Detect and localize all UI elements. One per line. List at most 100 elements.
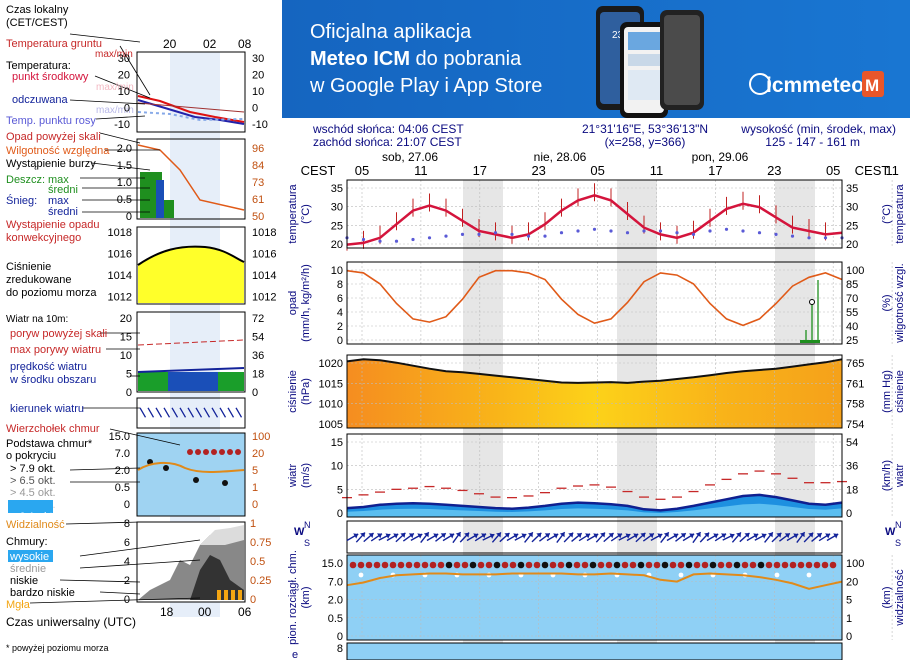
wind-arrow <box>378 533 391 541</box>
logo-badge: M <box>865 76 879 95</box>
legend-cover-tick-right: 1 <box>250 518 256 530</box>
legend-clouds: Chmury: <box>6 536 48 548</box>
tz-left: CEST <box>301 163 336 178</box>
legend-pressure-3: do poziomu morza <box>6 287 97 299</box>
legend-pressure-tick-left: 1014 <box>108 270 132 282</box>
legend-cloud-tick-right: 20 <box>252 448 264 460</box>
wind-tick-left: 5 <box>337 484 343 496</box>
dew-point <box>609 229 613 233</box>
cloud-panel <box>346 554 843 641</box>
cloud-tick-left: 2.0 <box>328 595 343 607</box>
cloud-base-dot <box>485 561 493 569</box>
cloud-base-dot <box>789 561 797 569</box>
legend-wind-tick-left: 5 <box>126 369 132 381</box>
cloud-base-dot <box>661 561 669 569</box>
legend-cloud-frame <box>136 432 246 517</box>
cloud-base-dot <box>349 561 357 569</box>
hour-tick: 05 <box>355 163 369 178</box>
cloud-base-dot <box>493 561 501 569</box>
pressure-axis-labels: ciśnienie (hPa) (mm Hg) ciśnienie <box>287 370 906 413</box>
banner-line2: Meteo ICM do pobrania <box>310 48 522 70</box>
legend-winddir-frame <box>136 397 246 429</box>
cloud-base-dot <box>774 572 780 578</box>
wind-arrow <box>499 532 510 543</box>
pressure-line <box>346 358 843 384</box>
legend-cover-low <box>190 555 244 600</box>
logo-text: icmmeteo <box>766 74 864 97</box>
svg-text:S: S <box>895 538 901 548</box>
coords-text: 21°31'16"E, 53°36'13"N <box>582 122 708 136</box>
wind-arrow <box>771 532 782 543</box>
cloud-base-dot <box>517 561 525 569</box>
legend-temp-tick-left: -10 <box>114 119 130 131</box>
cloud-base-dot <box>358 572 364 578</box>
grid-text: (x=258, y=366) <box>605 135 686 149</box>
legend-precip-tick-left: 1.0 <box>117 177 132 189</box>
day-label: nie, 28.06 <box>534 150 587 164</box>
cloud-axis-labels: pion. rozciągł. chm. (km) (km) widzialność <box>287 550 906 645</box>
legend-humidity-line <box>137 144 245 211</box>
pressure-tick-left: 1015 <box>319 378 343 390</box>
svg-text:(hPa): (hPa) <box>300 378 312 405</box>
legend-cloud-tick-left: 2.0 <box>115 465 130 477</box>
wind-arrow <box>746 533 759 542</box>
dew-point <box>708 229 712 233</box>
legend-soil-line <box>137 102 245 113</box>
wind-arrow <box>635 532 646 543</box>
cloud-base-dot <box>757 561 765 569</box>
svg-text:W: W <box>294 526 305 538</box>
legend-wind-arrow <box>203 407 211 418</box>
wind-arrow <box>355 532 366 543</box>
dew-point <box>576 229 580 233</box>
hour-tick: 11 <box>885 163 899 178</box>
cloud-tick-right: 0 <box>846 631 852 643</box>
legend-cloud-tick-left: 0 <box>124 499 130 511</box>
wind-arrow <box>803 532 814 543</box>
cloud-base-dot <box>605 561 613 569</box>
cloud-base-dot <box>829 561 837 569</box>
cloud-base-dot <box>413 561 421 569</box>
legend-okt: > 4.5 okt. <box>10 487 56 499</box>
dew-point <box>658 229 663 233</box>
legend-dew: Temp. punktu rosy <box>6 115 96 127</box>
legend-precip-tick-right: 96 <box>252 143 264 155</box>
cloud-base-dot <box>469 561 477 569</box>
legend-wind-tick-left: 20 <box>120 313 132 325</box>
dew-point <box>477 232 481 236</box>
tz-right: CEST <box>855 163 890 178</box>
legend-wind-tick-right: 18 <box>252 369 264 381</box>
dew-point <box>675 231 679 235</box>
legend-cloud-dots <box>147 449 241 486</box>
legend-cloud-tick-left: 15.0 <box>109 431 130 443</box>
wind-arrow <box>442 533 455 542</box>
legend-snow: Śnieg: <box>6 194 37 207</box>
legend-precip-above: Opad powyżej skali <box>6 131 101 143</box>
cloud-base-dot <box>525 561 533 569</box>
precip-tick-right: 40 <box>846 321 858 333</box>
hour-tick: 05 <box>826 163 840 178</box>
legend-dew-line <box>137 111 245 122</box>
banner-line1: Oficjalna aplikacja <box>310 21 472 43</box>
time-axis: CESTCEST05111723051117230511172305sob, 2… <box>301 150 899 178</box>
wind-arrow <box>796 531 806 544</box>
wind-arrow <box>402 532 415 542</box>
legend-wind-arrow <box>179 407 187 418</box>
legend-temp-tick-left: 10 <box>118 86 130 98</box>
dew-point <box>493 231 498 235</box>
cloud-tick-left: 15.0 <box>322 558 343 570</box>
dew-point <box>592 227 597 231</box>
legend-wind-tick-right: 0 <box>252 387 258 399</box>
legend-pressure-area <box>138 246 244 303</box>
legend-wind-tick-left: 15 <box>120 332 132 344</box>
wind-arrow <box>675 532 687 542</box>
pressure-tick-right: 754 <box>846 419 864 431</box>
legend-cloud-top: Wierzchołek chmur <box>6 423 100 435</box>
svg-text:(mm/h, kg/m²/h): (mm/h, kg/m²/h) <box>300 264 312 342</box>
app-banner[interactable]: Oficjalna aplikacja Meteo ICM do pobrani… <box>282 0 910 118</box>
dew-point <box>378 239 382 243</box>
legend-wind-arrow <box>163 407 171 418</box>
legend-cover-tick-left: 4 <box>124 556 130 568</box>
temp-tick-right: 30 <box>846 202 858 214</box>
